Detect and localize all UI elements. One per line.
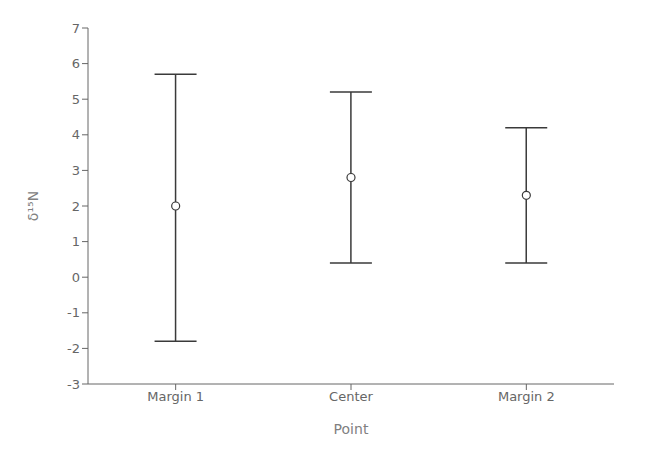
svg-text:-2: -2 <box>67 341 80 356</box>
svg-text:-1: -1 <box>67 305 80 320</box>
svg-text:Point: Point <box>334 421 369 437</box>
svg-text:7: 7 <box>72 21 80 36</box>
svg-text:δ¹⁵N: δ¹⁵N <box>25 191 41 221</box>
svg-text:6: 6 <box>72 56 80 71</box>
svg-text:Margin 1: Margin 1 <box>147 389 204 404</box>
svg-text:5: 5 <box>72 92 80 107</box>
svg-text:Margin 2: Margin 2 <box>498 389 555 404</box>
svg-text:Center: Center <box>329 389 373 404</box>
svg-text:0: 0 <box>72 270 80 285</box>
svg-text:4: 4 <box>72 127 80 142</box>
svg-text:3: 3 <box>72 163 80 178</box>
svg-text:-3: -3 <box>67 377 80 392</box>
svg-text:2: 2 <box>72 199 80 214</box>
svg-text:1: 1 <box>72 234 80 249</box>
